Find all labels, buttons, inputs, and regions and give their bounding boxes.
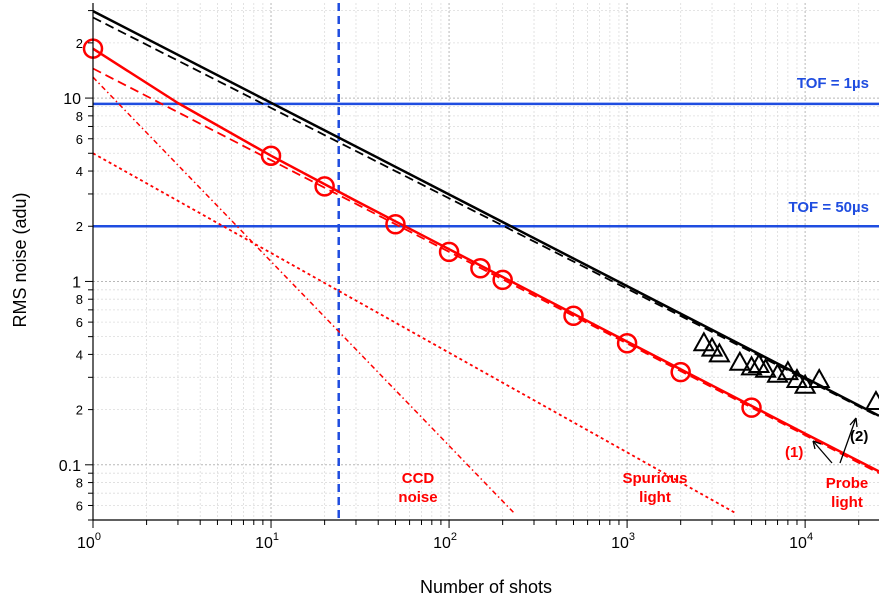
y-tick-label: 0.1	[59, 458, 81, 475]
y-axis-title: RMS noise (adu)	[10, 192, 30, 327]
y-tick-label: 6	[76, 498, 83, 513]
y-tick-label: 6	[76, 315, 83, 330]
x-tick-label: 100	[77, 531, 101, 552]
annotation-arrows	[812, 417, 858, 464]
spurious-label-1: Spurious	[622, 470, 687, 487]
circle-marker	[260, 145, 282, 166]
x-axis-title: Number of shots	[420, 577, 552, 597]
triangle-marker	[793, 373, 817, 394]
circle-marker	[438, 241, 460, 263]
triangle-marker	[740, 355, 763, 376]
y-tick-label: 6	[76, 132, 83, 147]
y-tick-label: 2	[76, 36, 83, 51]
reference-lines	[93, 3, 879, 520]
arrow-probe-to-1	[812, 440, 833, 464]
arrow-probe-to-2-head	[849, 417, 858, 428]
tof-1us-label: TOF = 1µs	[797, 75, 869, 92]
circle-marker	[470, 258, 491, 279]
y-tick-label: 8	[76, 292, 83, 307]
spurious-label-2: light	[639, 489, 671, 506]
probe-label-1: Probe	[826, 475, 869, 492]
triangle-marker	[864, 389, 879, 411]
triangle-marker	[808, 367, 831, 389]
series-line-3	[92, 67, 879, 475]
y-tick-label: 8	[76, 109, 83, 124]
tof-50us-label: TOF = 50µs	[789, 199, 870, 216]
circle-marker	[314, 176, 335, 197]
arrow-probe-to-1-head	[812, 440, 822, 450]
probe-label-2: light	[831, 494, 863, 511]
triangle-marker	[776, 360, 800, 381]
x-tick-label: 104	[789, 531, 813, 552]
arrow-probe-to-2	[839, 417, 857, 464]
triangle-marker	[692, 331, 716, 352]
circle-marker	[670, 361, 691, 383]
axes	[85, 3, 879, 528]
circle-marker	[385, 214, 406, 235]
triangle-marker	[728, 350, 752, 371]
circle-marker	[563, 305, 584, 326]
x-tick-label: 101	[255, 531, 279, 552]
y-tick-label: 2	[76, 403, 83, 418]
circle-marker	[741, 397, 762, 418]
annotation-2: (2)	[850, 428, 868, 445]
circle-marker	[616, 333, 638, 354]
series	[92, 9, 879, 514]
y-tick-label: 1	[72, 274, 81, 291]
series-line-2	[92, 47, 879, 473]
triangle-marker	[754, 357, 777, 378]
y-tick-label: 2	[76, 219, 83, 234]
series-line-5	[92, 76, 515, 513]
series-line-1	[92, 16, 879, 418]
y-tick-label: 10	[63, 91, 81, 108]
ccd-label-2: noise	[398, 489, 437, 506]
ccd-label-1: CCD	[402, 470, 435, 487]
series-line-0	[92, 9, 879, 417]
x-tick-label: 102	[433, 531, 457, 552]
triangle-marker	[785, 367, 809, 389]
y-tick-label: 4	[76, 347, 83, 362]
circle-marker	[492, 269, 513, 291]
y-tick-label: 8	[76, 476, 83, 491]
series-line-4	[92, 152, 735, 514]
x-tick-label: 103	[611, 531, 635, 552]
y-tick-label: 4	[76, 164, 83, 179]
annotation-1: (1)	[785, 444, 803, 461]
markers	[82, 38, 879, 418]
triangle-marker	[708, 342, 731, 363]
